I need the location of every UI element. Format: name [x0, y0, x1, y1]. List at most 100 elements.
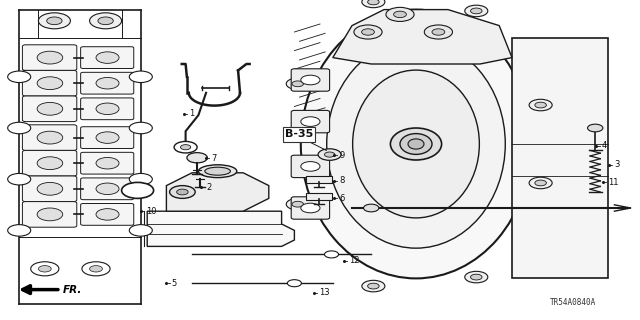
FancyBboxPatch shape	[291, 197, 330, 219]
Text: TR54A0840A: TR54A0840A	[550, 298, 596, 307]
FancyBboxPatch shape	[291, 69, 330, 91]
Circle shape	[8, 173, 31, 185]
Circle shape	[324, 251, 339, 258]
Circle shape	[96, 183, 119, 195]
Circle shape	[465, 5, 488, 17]
Ellipse shape	[353, 70, 479, 218]
Circle shape	[129, 122, 152, 134]
Circle shape	[529, 177, 552, 189]
Circle shape	[96, 77, 119, 89]
Polygon shape	[333, 10, 512, 64]
FancyBboxPatch shape	[81, 178, 134, 200]
Circle shape	[31, 262, 59, 276]
Circle shape	[129, 71, 152, 83]
Circle shape	[301, 117, 320, 126]
FancyBboxPatch shape	[81, 72, 134, 94]
Text: 5: 5	[172, 279, 177, 288]
Circle shape	[286, 198, 309, 210]
FancyBboxPatch shape	[22, 96, 77, 122]
FancyBboxPatch shape	[22, 202, 77, 227]
FancyBboxPatch shape	[22, 70, 77, 96]
FancyBboxPatch shape	[22, 176, 77, 202]
Circle shape	[354, 25, 382, 39]
Circle shape	[38, 13, 70, 29]
Circle shape	[47, 17, 62, 25]
Circle shape	[96, 157, 119, 169]
Text: 7: 7	[211, 154, 216, 163]
Ellipse shape	[390, 128, 442, 160]
Circle shape	[324, 152, 335, 157]
Circle shape	[301, 203, 320, 213]
Circle shape	[386, 7, 414, 21]
Circle shape	[535, 180, 547, 186]
Ellipse shape	[205, 167, 230, 175]
Circle shape	[129, 225, 152, 236]
FancyBboxPatch shape	[81, 204, 134, 225]
Ellipse shape	[408, 139, 424, 149]
Circle shape	[364, 204, 379, 212]
FancyBboxPatch shape	[306, 176, 332, 183]
FancyBboxPatch shape	[81, 98, 134, 120]
Circle shape	[465, 271, 488, 283]
FancyBboxPatch shape	[22, 150, 77, 176]
Circle shape	[394, 11, 406, 18]
Polygon shape	[147, 211, 294, 246]
Text: FR.: FR.	[63, 284, 82, 295]
Circle shape	[292, 201, 303, 207]
Text: 10: 10	[146, 207, 156, 216]
Text: 2: 2	[206, 183, 211, 192]
Circle shape	[187, 153, 207, 163]
Circle shape	[90, 266, 102, 272]
Circle shape	[301, 75, 320, 85]
Circle shape	[38, 266, 51, 272]
Circle shape	[96, 132, 119, 143]
FancyBboxPatch shape	[291, 155, 330, 178]
FancyBboxPatch shape	[81, 152, 134, 174]
Circle shape	[37, 102, 63, 115]
Text: 11: 11	[608, 178, 618, 187]
Circle shape	[286, 78, 309, 90]
Ellipse shape	[327, 40, 506, 248]
Circle shape	[82, 262, 110, 276]
Circle shape	[301, 162, 320, 171]
Circle shape	[362, 280, 385, 292]
FancyBboxPatch shape	[22, 45, 77, 70]
Circle shape	[37, 208, 63, 221]
Text: 8: 8	[339, 176, 344, 185]
Circle shape	[367, 283, 379, 289]
Circle shape	[535, 102, 547, 108]
Circle shape	[96, 52, 119, 63]
Circle shape	[588, 124, 603, 132]
FancyBboxPatch shape	[306, 193, 332, 200]
Text: 6: 6	[339, 194, 344, 203]
Circle shape	[37, 51, 63, 64]
Circle shape	[129, 173, 152, 185]
Text: 4: 4	[602, 141, 607, 150]
Circle shape	[529, 99, 552, 111]
Text: 13: 13	[319, 288, 330, 297]
Circle shape	[8, 71, 31, 83]
Circle shape	[287, 280, 301, 287]
Ellipse shape	[400, 134, 432, 155]
Ellipse shape	[198, 165, 237, 178]
Circle shape	[318, 149, 341, 160]
FancyBboxPatch shape	[512, 38, 608, 278]
Circle shape	[8, 225, 31, 236]
Circle shape	[292, 81, 303, 87]
Circle shape	[432, 29, 445, 35]
Text: B-35: B-35	[285, 129, 313, 140]
FancyBboxPatch shape	[81, 127, 134, 148]
Circle shape	[424, 25, 452, 39]
Circle shape	[37, 77, 63, 90]
Ellipse shape	[301, 10, 531, 278]
FancyBboxPatch shape	[291, 110, 330, 133]
Circle shape	[180, 145, 191, 150]
Circle shape	[470, 8, 482, 14]
Text: 12: 12	[349, 256, 359, 265]
Circle shape	[98, 17, 113, 25]
Circle shape	[96, 209, 119, 220]
Circle shape	[362, 0, 385, 8]
FancyBboxPatch shape	[81, 47, 134, 68]
Circle shape	[177, 189, 188, 195]
FancyBboxPatch shape	[22, 125, 77, 150]
